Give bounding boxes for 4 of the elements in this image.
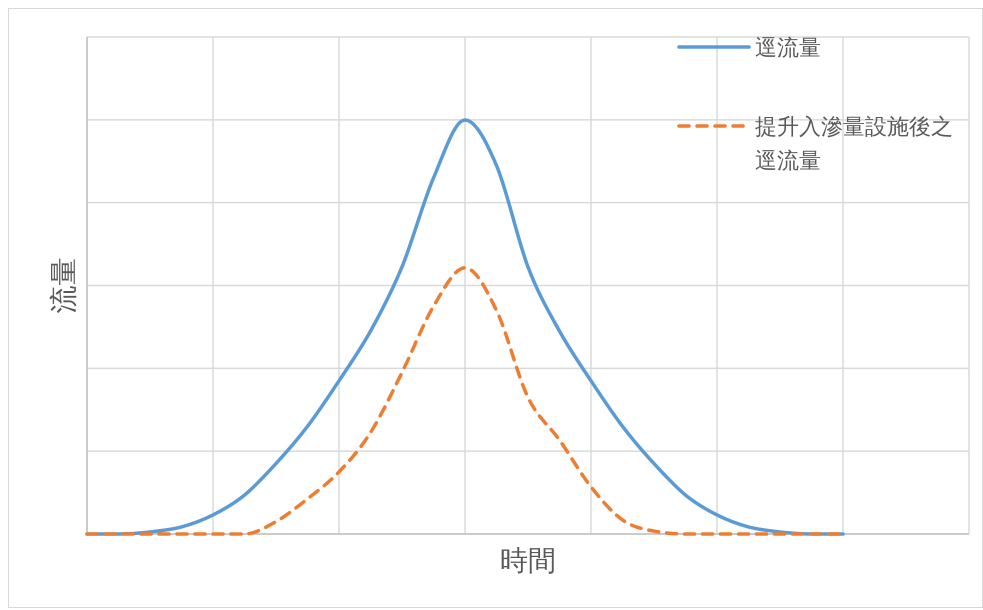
y-axis-title: 流量 bbox=[47, 258, 80, 314]
legend-label: 逕流量 bbox=[755, 36, 821, 61]
legend-label: 提升入滲量設施後之逕流量 bbox=[755, 115, 953, 174]
x-axis-title: 時間 bbox=[500, 544, 556, 577]
